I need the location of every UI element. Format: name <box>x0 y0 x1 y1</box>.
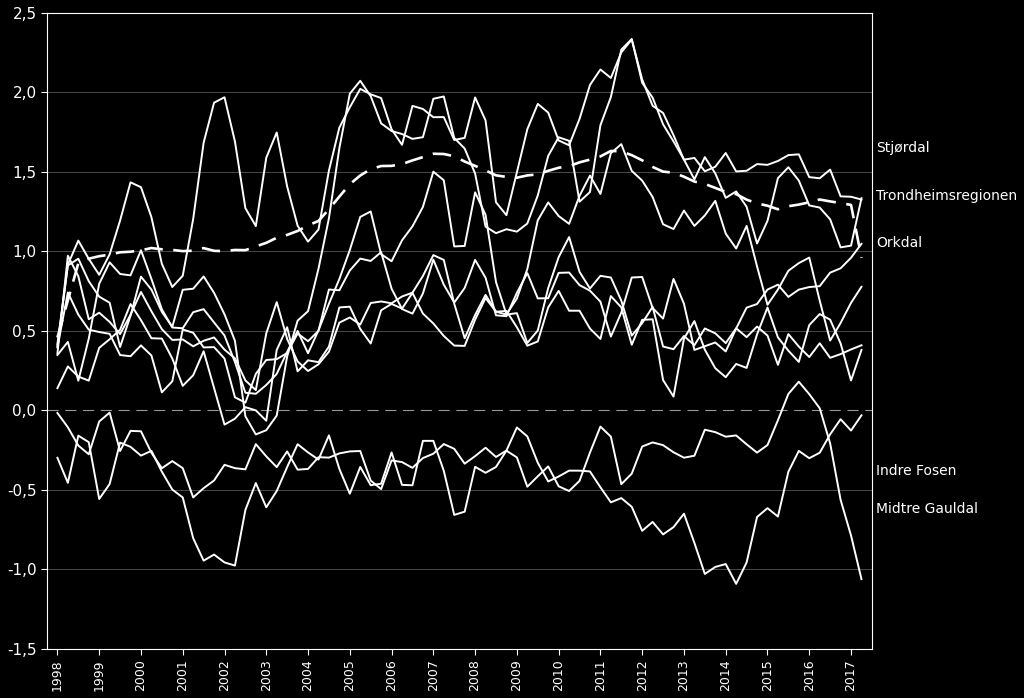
Text: Midtre Gauldal: Midtre Gauldal <box>877 502 978 516</box>
Text: Orkdal: Orkdal <box>877 237 923 251</box>
Text: Trondheimsregionen: Trondheimsregionen <box>877 188 1017 202</box>
Text: Stjørdal: Stjørdal <box>877 141 930 155</box>
Text: Indre Fosen: Indre Fosen <box>877 463 956 477</box>
